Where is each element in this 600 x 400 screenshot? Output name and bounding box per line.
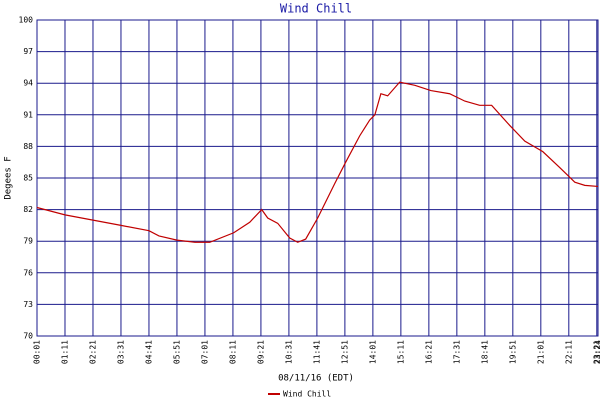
x-tick-label: 02:21: [88, 340, 97, 364]
x-tick-label: 10:31: [284, 340, 293, 364]
legend-label: Wind Chill: [283, 390, 331, 399]
x-tick-label: 05:51: [172, 340, 181, 364]
x-tick-label: 04:41: [144, 340, 153, 364]
x-tick-label: 19:51: [508, 340, 517, 364]
y-tick-label: 82: [23, 205, 33, 214]
chart-title: Wind Chill: [280, 2, 352, 16]
x-tick-label: 11:41: [312, 340, 321, 364]
x-tick-label: 03:31: [116, 340, 125, 364]
y-tick-label: 70: [23, 332, 33, 341]
y-axis-title: Degees F: [4, 156, 14, 199]
plot-border: [36, 19, 599, 337]
x-tick-label: 18:41: [480, 340, 489, 364]
x-tick-label: 12:51: [340, 340, 349, 364]
y-tick-label: 88: [23, 142, 33, 151]
y-tick-label: 91: [23, 110, 33, 119]
x-tick-label: 07:01: [200, 340, 209, 364]
x-tick-label: 14:01: [368, 340, 377, 364]
y-tick-label: 85: [23, 174, 33, 183]
y-tick-label: 76: [23, 268, 33, 277]
x-tick-label: 08:11: [228, 340, 237, 364]
y-tick-label: 79: [23, 237, 33, 246]
x-tick-label: 15:11: [396, 340, 405, 364]
y-tick-label: 97: [23, 47, 33, 56]
x-tick-label: 23:24: [594, 340, 600, 364]
x-axis-title: 08/11/16 (EDT): [278, 374, 354, 384]
x-tick-label: 00:01: [33, 340, 42, 364]
x-tick-label: 16:21: [424, 340, 433, 364]
x-tick-label: 01:11: [60, 340, 69, 364]
y-tick-label: 94: [23, 79, 33, 88]
x-tick-label: 22:11: [564, 340, 573, 364]
data-line: [36, 81, 599, 243]
y-tick-label: 73: [23, 300, 33, 309]
x-tick-label: 21:01: [536, 340, 545, 364]
x-tick-label: 17:31: [452, 340, 461, 364]
y-tick-label: 100: [19, 16, 34, 25]
x-tick-label: 09:21: [256, 340, 265, 364]
x-tick-label: 23:21: [592, 340, 600, 364]
